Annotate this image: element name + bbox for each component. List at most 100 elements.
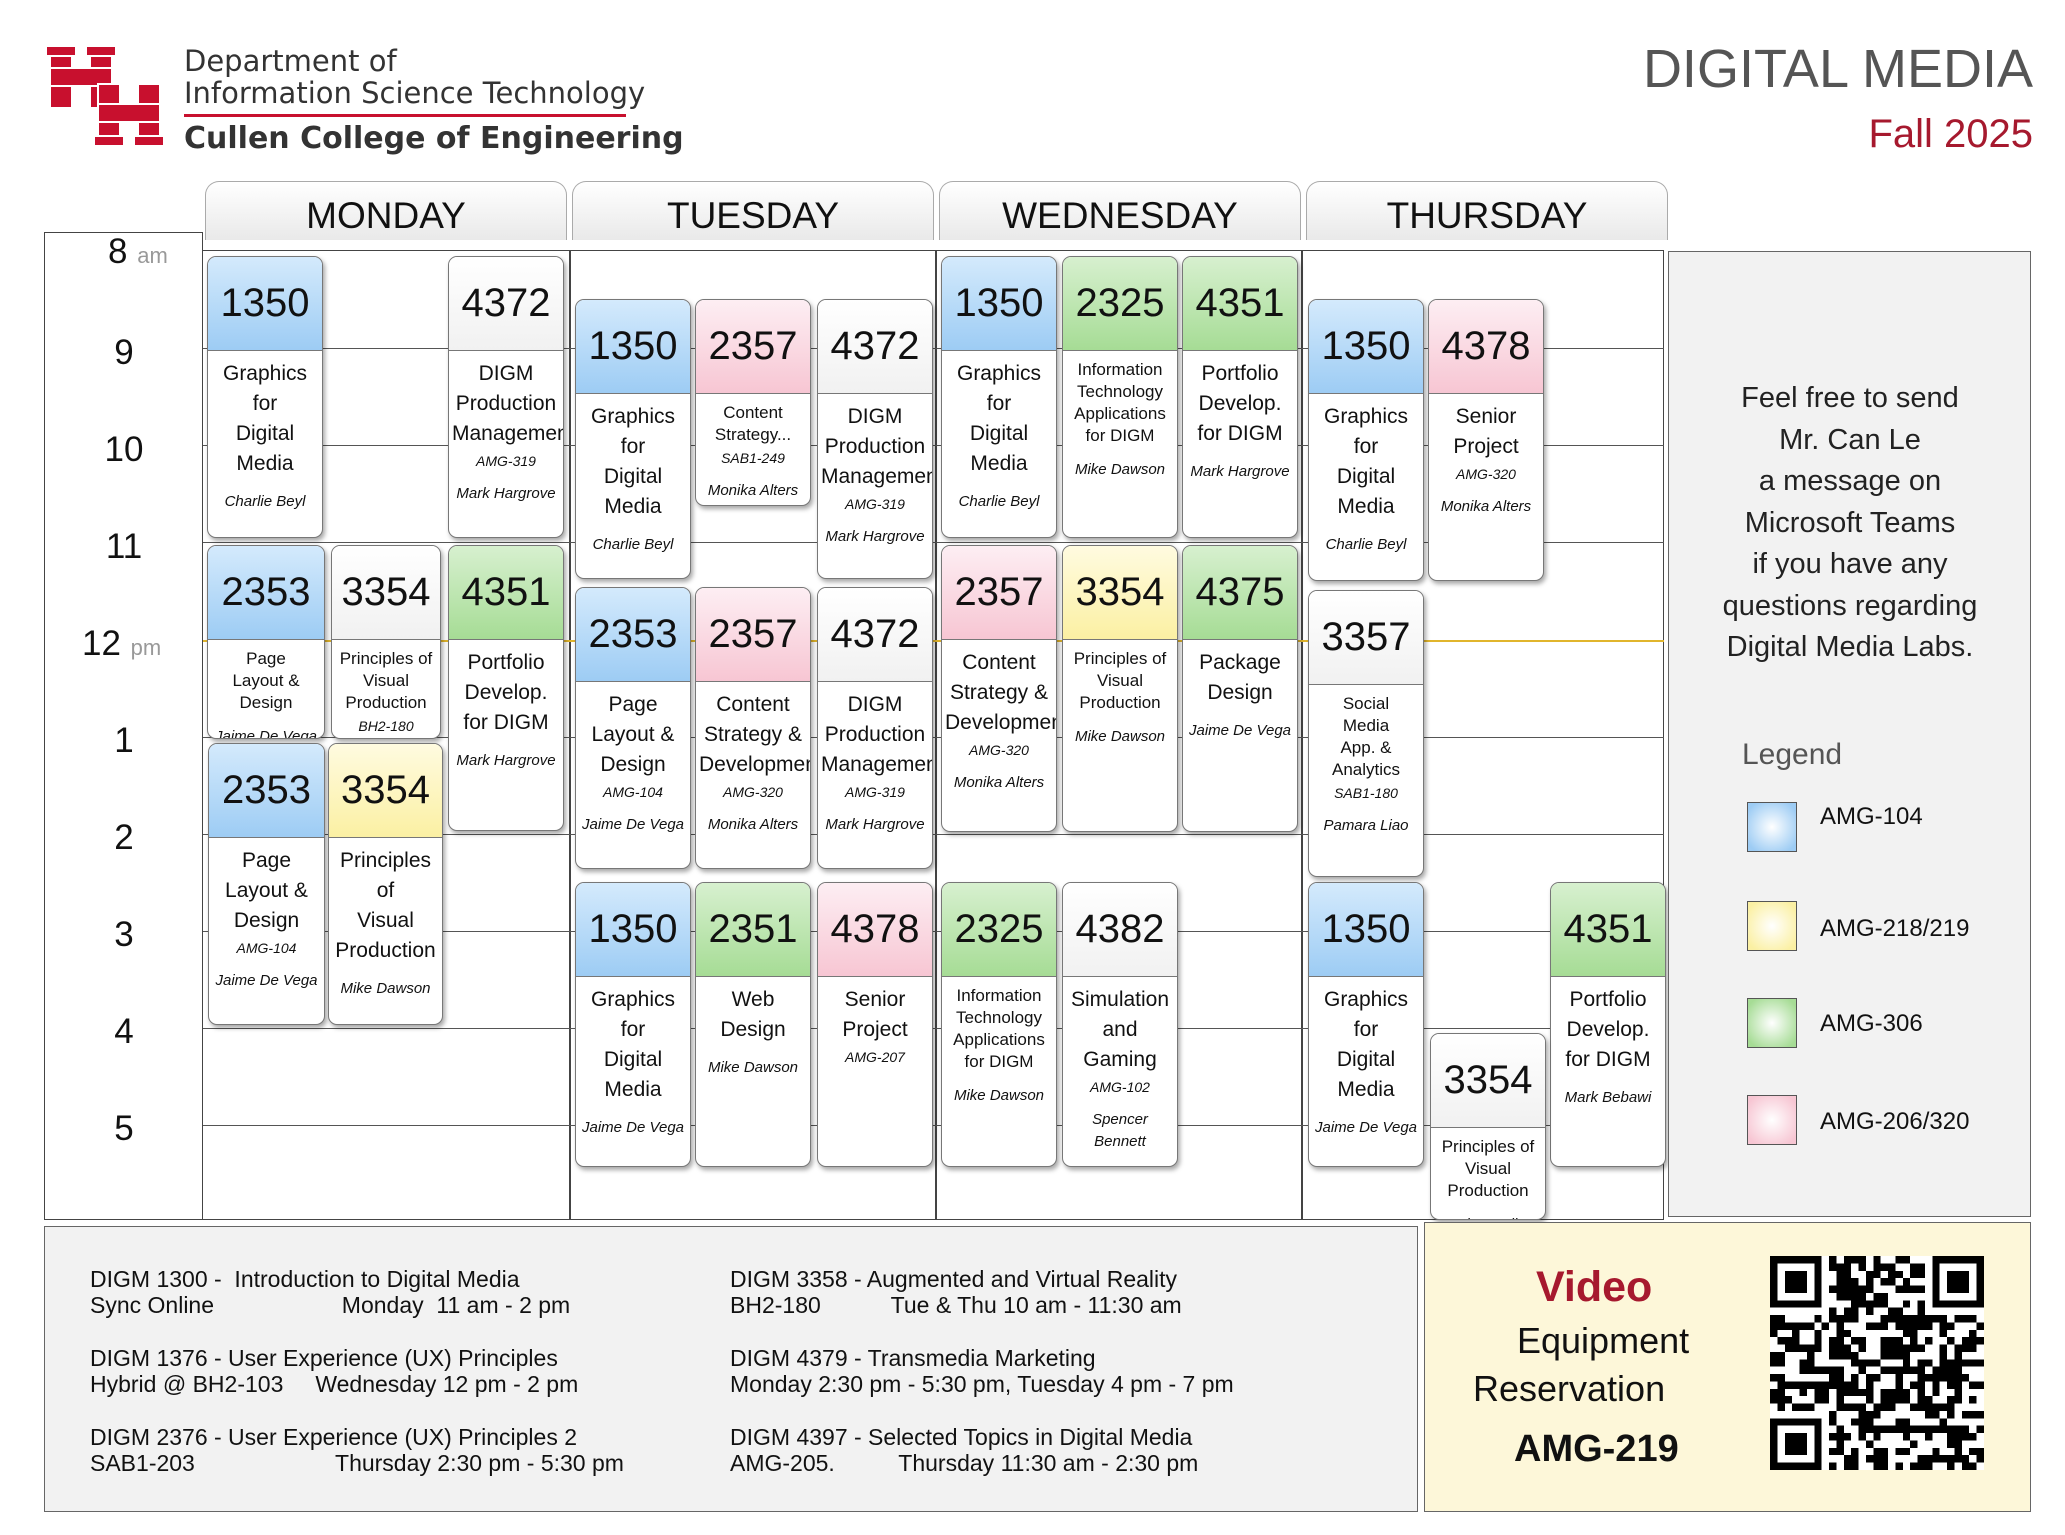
course-number: 1350	[576, 300, 690, 393]
course-card-3354[interactable]: 3354 Principles of Visual Production Carlos …	[1430, 1033, 1546, 1220]
course-title-line: Graphics	[956, 362, 1042, 385]
course-title-line: Senior	[844, 988, 906, 1011]
course-title-line: Development	[945, 711, 1057, 734]
course-number: 4378	[1429, 300, 1543, 393]
course-details: Graphics for Digital Media Charlie Beyl	[576, 393, 690, 556]
course-number: 2353	[576, 588, 690, 681]
course-card-1350[interactable]: 1350 Graphics for Digital Media Jaime De Vega	[1308, 882, 1424, 1167]
course-title-line: Production	[824, 435, 926, 458]
course-card-2357[interactable]: 2357 Content Strategy & Development AMG-320 M…	[941, 545, 1057, 832]
course-card-4378[interactable]: 4378 Senior Project AMG-320 Monika Alters	[1428, 299, 1544, 581]
course-card-4382[interactable]: 4382 Simulation and Gaming AMG-102 Spencer Be…	[1062, 882, 1178, 1167]
hour-line	[203, 931, 1664, 932]
course-card-4351[interactable]: 4351 Portfolio Develop. for DIGM Mark Hargro…	[1182, 256, 1298, 538]
course-title-line: Project	[1453, 435, 1519, 458]
course-card-1350[interactable]: 1350 Graphics for Digital Media Charlie Beyl	[207, 256, 323, 538]
course-title-line: DIGM	[478, 362, 534, 385]
course-details: Information Technology Applications for DIG…	[1063, 350, 1177, 481]
course-title-line: Develop.	[1566, 1018, 1650, 1041]
time-label-9: 9	[114, 333, 134, 372]
course-card-2353[interactable]: 2353 Page Layout & Design Jaime De Vega	[207, 545, 325, 739]
course-card-4375[interactable]: 4375 Package Design Jaime De Vega	[1182, 545, 1298, 832]
course-title-line: Production	[824, 723, 926, 746]
course-title-line: Production	[345, 693, 427, 712]
course-title-line: Principles of	[1441, 1137, 1535, 1156]
course-instructor: Mike Dawson	[1074, 461, 1166, 478]
course-card-4351[interactable]: 4351 Portfolio Develop. for DIGM Mark Bebawi	[1550, 882, 1666, 1167]
course-title-line: Applications	[953, 1030, 1045, 1049]
course-title-line: Design	[1207, 681, 1273, 704]
course-title-line: App. &	[1340, 738, 1392, 757]
course-title: DIGM 1376 - User Experience (UX) Princip…	[90, 1345, 558, 1371]
course-card-4372[interactable]: 4372 DIGM Production Management AMG-319 Mark …	[817, 587, 933, 869]
course-card-4351[interactable]: 4351 Portfolio Develop. for DIGM Mark Hargro…	[448, 545, 564, 831]
course-card-2357[interactable]: 2357 Content Strategy... SAB1-249 Monika Alt…	[695, 299, 811, 506]
course-card-1350[interactable]: 1350 Graphics for Digital Media Charlie Beyl	[575, 299, 691, 579]
department-line-1: Department of	[184, 44, 397, 78]
course-room: AMG-319	[845, 496, 905, 512]
course-instructor: Carlos Molina	[1434, 1214, 1542, 1219]
course-title-line: Web	[731, 988, 775, 1011]
course-title-line: Portfolio	[467, 651, 545, 674]
hour-line	[203, 1028, 1664, 1029]
course-title-line: Simulation	[1070, 988, 1170, 1011]
course-instructor: Mike Dawson	[340, 980, 431, 997]
legend-swatch-blue	[1747, 802, 1797, 852]
course-title-line: Graphics	[222, 362, 308, 385]
course-number: 2357	[696, 300, 810, 393]
course-number: 1350	[942, 257, 1056, 350]
course-details: Graphics for Digital Media Charlie Beyl	[942, 350, 1056, 513]
course-card-4372[interactable]: 4372 DIGM Production Management AMG-319 Mark …	[817, 299, 933, 579]
course-title: DIGM 3358 - Augmented and Virtual Realit…	[730, 1266, 1178, 1292]
legend-swatch-yellow	[1747, 901, 1797, 951]
course-title-line: Media	[1337, 1078, 1395, 1101]
course-card-2351[interactable]: 2351 Web Design Mike Dawson	[695, 882, 811, 1167]
course-card-4372[interactable]: 4372 DIGM Production Management AMG-319 Mark …	[448, 256, 564, 538]
course-details: Content Strategy & Development AMG-320 Monik…	[696, 681, 810, 836]
course-number: 4375	[1183, 546, 1297, 639]
course-card-3354[interactable]: 3354 Principles of Visual Production Mike Da…	[1062, 545, 1178, 832]
day-divider	[935, 250, 937, 1220]
course-details: Web Design Mike Dawson	[696, 976, 810, 1079]
course-title: DIGM 2376 - User Experience (UX) Princip…	[90, 1424, 577, 1450]
course-card-2357[interactable]: 2357 Content Strategy & Development AMG-320 M…	[695, 587, 811, 869]
course-room: AMG-320	[723, 784, 783, 800]
course-card-1350[interactable]: 1350 Graphics for Digital Media Charlie Beyl	[941, 256, 1057, 538]
hour-line	[203, 445, 1664, 446]
course-card-3357[interactable]: 3357 Social Media App. & Analytics SAB1-180 Pa…	[1308, 590, 1424, 877]
course-title-line: Graphics	[590, 988, 676, 1011]
course-number: 2353	[209, 744, 324, 837]
course-instructor: Monika Alters	[953, 774, 1045, 791]
course-number: 4378	[818, 883, 932, 976]
course-title-line: for DIGM	[1565, 1048, 1651, 1071]
course-title-line: Digital	[1336, 465, 1396, 488]
course-details: Senior Project AMG-207	[818, 976, 932, 1067]
course-card-1350[interactable]: 1350 Graphics for Digital Media Jaime De Vega	[575, 882, 691, 1167]
course-title: DIGM 4397 - Selected Topics in Digital M…	[730, 1424, 1193, 1450]
course-title-line: Package	[1199, 651, 1281, 674]
course-card-3354[interactable]: 3354 Principles of Visual Production BH2-180…	[331, 545, 441, 739]
course-title-line: Technology	[1076, 382, 1163, 401]
day-divider	[1301, 250, 1303, 1220]
course-room: AMG-104	[603, 784, 663, 800]
course-title-line: Principles of	[339, 849, 432, 902]
course-card-2353[interactable]: 2353 Page Layout & Design AMG-104 Jaime De Ve…	[575, 587, 691, 869]
course-number: 4372	[449, 257, 563, 350]
course-number: 3354	[1063, 546, 1177, 639]
course-number: 4351	[449, 546, 563, 639]
course-card-3354[interactable]: 3354 Principles of Visual Production Mike Da…	[328, 743, 443, 1025]
course-card-2353[interactable]: 2353 Page Layout & Design AMG-104 Jaime De Ve…	[208, 743, 325, 1025]
course-number: 2357	[696, 588, 810, 681]
course-details: DIGM Production Management AMG-319 Mark Harg…	[449, 350, 563, 505]
course-title-line: Visual	[363, 671, 409, 690]
course-card-4378[interactable]: 4378 Senior Project AMG-207	[817, 882, 933, 1167]
course-details: DIGM Production Management AMG-319 Mark Harg…	[818, 393, 932, 548]
course-card-2325[interactable]: 2325 Information Technology Applications for…	[1062, 256, 1178, 538]
course-title-line: for	[620, 1018, 646, 1041]
course-details: Page Layout & Design AMG-104 Jaime De Vega	[576, 681, 690, 836]
course-card-1350[interactable]: 1350 Graphics for Digital Media Charlie Beyl	[1308, 299, 1424, 581]
day-tab-wednesday: WEDNESDAY	[939, 181, 1301, 240]
qr-code-icon[interactable]	[1770, 1256, 1984, 1470]
course-card-2325[interactable]: 2325 Information Technology Applications for…	[941, 882, 1057, 1167]
course-schedule: Sync Online Monday 11 am - 2 pm	[90, 1292, 571, 1318]
